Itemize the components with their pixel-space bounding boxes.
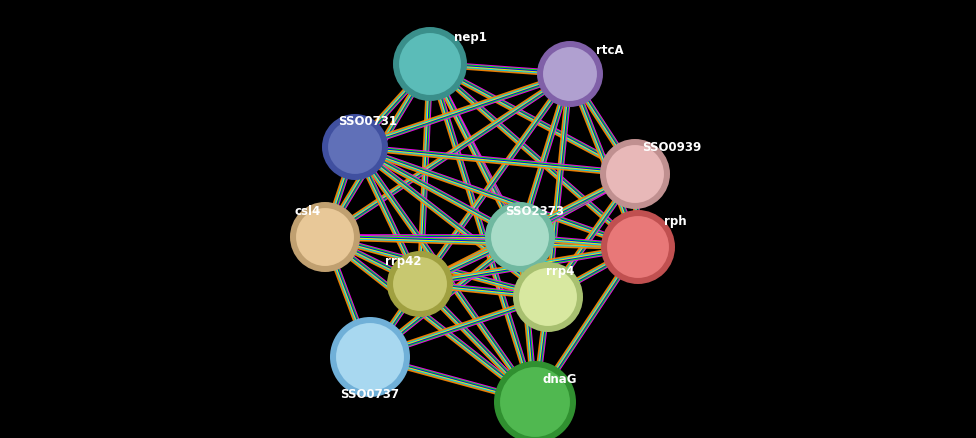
- Text: rtcA: rtcA: [596, 43, 624, 57]
- Circle shape: [490, 208, 550, 267]
- Text: nep1: nep1: [454, 32, 486, 44]
- Text: SSO0731: SSO0731: [339, 115, 397, 128]
- Circle shape: [327, 120, 383, 176]
- Circle shape: [601, 211, 675, 284]
- Circle shape: [330, 317, 410, 397]
- Text: SSO0737: SSO0737: [341, 388, 399, 401]
- Text: dnaG: dnaG: [543, 373, 577, 385]
- Text: SSO0939: SSO0939: [642, 141, 702, 154]
- Circle shape: [392, 256, 448, 312]
- Circle shape: [605, 145, 665, 205]
- Text: rph: rph: [664, 215, 686, 228]
- Text: rrp4: rrp4: [546, 265, 574, 278]
- Circle shape: [485, 202, 555, 272]
- Circle shape: [606, 215, 670, 279]
- Circle shape: [398, 33, 462, 97]
- Circle shape: [494, 361, 576, 438]
- Text: rrp42: rrp42: [385, 255, 422, 268]
- Circle shape: [518, 267, 578, 327]
- Circle shape: [335, 322, 405, 392]
- Circle shape: [537, 42, 603, 108]
- Circle shape: [600, 140, 670, 209]
- Circle shape: [290, 202, 360, 272]
- Circle shape: [393, 28, 467, 102]
- Text: csl4: csl4: [295, 205, 321, 218]
- Circle shape: [542, 47, 598, 103]
- Circle shape: [513, 262, 583, 332]
- Circle shape: [499, 366, 571, 438]
- Text: SSO2373: SSO2373: [506, 205, 564, 218]
- Circle shape: [322, 115, 388, 180]
- Circle shape: [295, 208, 355, 267]
- Circle shape: [387, 251, 453, 317]
